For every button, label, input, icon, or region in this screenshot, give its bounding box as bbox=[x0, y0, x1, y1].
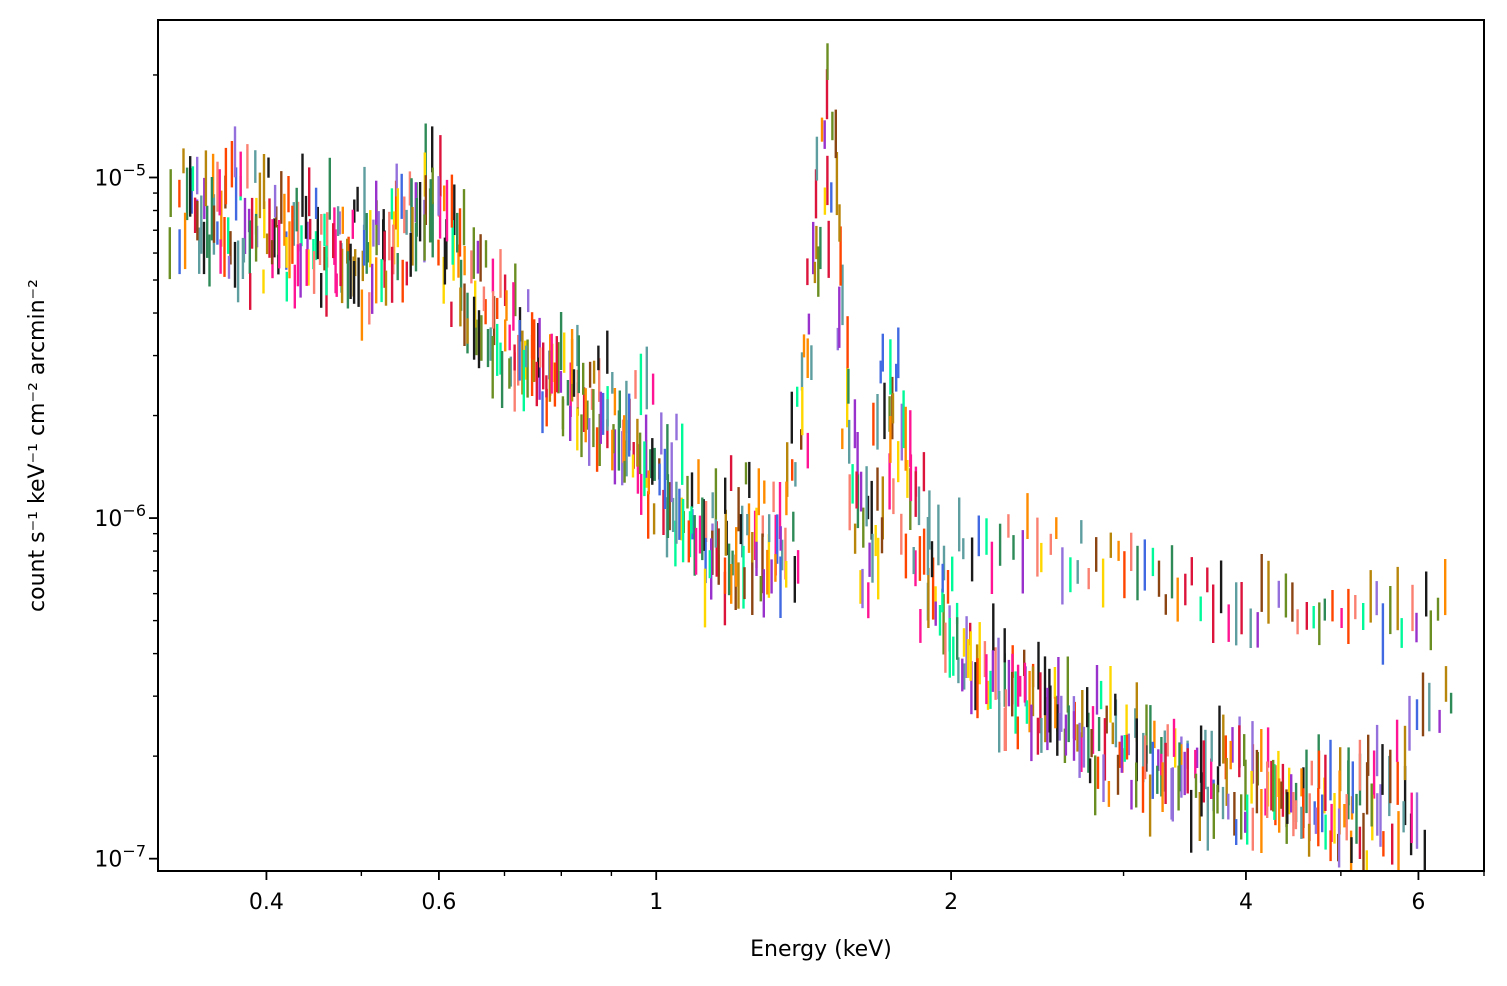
x-tick-label: 1 bbox=[649, 890, 663, 915]
x-tick-label: 4 bbox=[1239, 890, 1253, 915]
series-2 bbox=[195, 43, 1447, 665]
series-3 bbox=[168, 109, 1374, 871]
x-tick-label: 6 bbox=[1411, 890, 1425, 915]
y-tick-label: 10−6 bbox=[94, 501, 146, 532]
y-axis: 10−7 10−6 10−5 bbox=[94, 74, 158, 873]
y-tick-label: 10−5 bbox=[94, 160, 146, 191]
y-tick-label: 10−7 bbox=[94, 842, 146, 873]
x-tick-label: 0.6 bbox=[421, 890, 456, 915]
y-axis-label: count s⁻¹ keV⁻¹ cm⁻² arcmin⁻² bbox=[25, 279, 50, 612]
plot-frame bbox=[157, 19, 1485, 872]
series-1 bbox=[182, 69, 1453, 844]
x-tick-label: 2 bbox=[944, 890, 958, 915]
x-tick-label: 0.4 bbox=[249, 890, 284, 915]
series-4 bbox=[188, 111, 1427, 871]
x-axis: 0.4 0.6 1 2 4 6 bbox=[249, 871, 1485, 915]
x-axis-label: Energy (keV) bbox=[750, 937, 892, 962]
data-layer bbox=[168, 43, 1453, 871]
